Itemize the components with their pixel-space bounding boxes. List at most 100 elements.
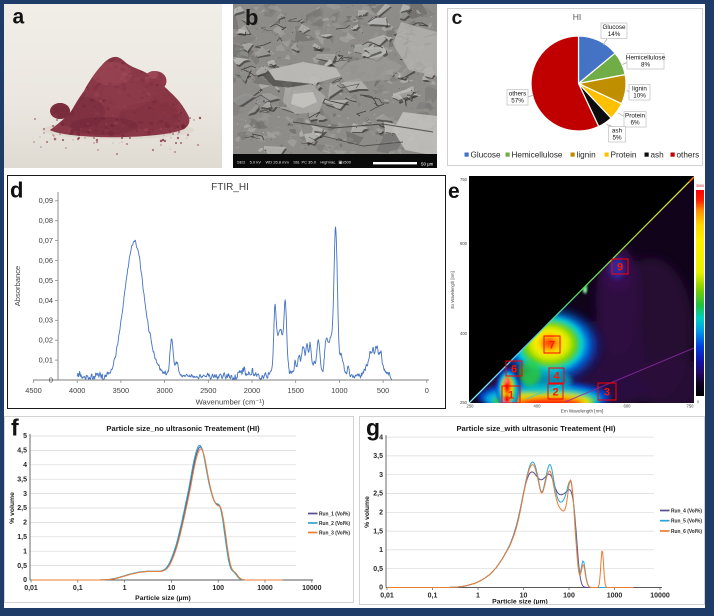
svg-text:400: 400 <box>534 404 542 409</box>
svg-text:Run_1 (Vol%): Run_1 (Vol%) <box>319 512 350 518</box>
svg-text:0,5: 0,5 <box>373 566 383 573</box>
svg-text:14%: 14% <box>608 31 621 38</box>
svg-text:0: 0 <box>49 375 53 384</box>
svg-text:Glucose: Glucose <box>602 24 626 31</box>
svg-text:0,1: 0,1 <box>73 585 83 592</box>
svg-text:250: 250 <box>460 400 468 405</box>
svg-text:10000: 10000 <box>302 585 322 592</box>
svg-text:3000: 3000 <box>696 184 704 188</box>
svg-text:a: a <box>13 6 25 29</box>
svg-text:400: 400 <box>460 331 468 336</box>
svg-text:2: 2 <box>379 510 383 517</box>
svg-text:lignin: lignin <box>577 150 597 159</box>
svg-text:2500: 2500 <box>200 386 216 395</box>
svg-text:7: 7 <box>549 340 555 352</box>
svg-text:Wavenumber (cm⁻¹): Wavenumber (cm⁻¹) <box>196 398 265 407</box>
svg-text:e: e <box>448 180 460 203</box>
svg-text:b: b <box>245 5 258 30</box>
svg-text:ash: ash <box>651 150 665 159</box>
svg-text:600: 600 <box>624 404 632 409</box>
svg-text:0,01: 0,01 <box>39 356 53 365</box>
svg-text:ash: ash <box>612 128 623 135</box>
svg-text:Run_3 (Vol%): Run_3 (Vol%) <box>319 531 350 537</box>
svg-text:9: 9 <box>617 262 623 274</box>
svg-text:% volume: % volume <box>364 496 371 528</box>
svg-text:4: 4 <box>23 462 27 469</box>
svg-text:10: 10 <box>168 585 176 592</box>
svg-text:Em Wavelength [nm]: Em Wavelength [nm] <box>561 409 603 414</box>
svg-text:2,5: 2,5 <box>17 505 27 512</box>
svg-text:3: 3 <box>604 387 610 399</box>
svg-text:1000: 1000 <box>607 593 623 600</box>
svg-text:0,05: 0,05 <box>39 276 53 285</box>
svg-text:0,07: 0,07 <box>39 236 53 245</box>
svg-text:4000: 4000 <box>69 386 85 395</box>
svg-text:lignin: lignin <box>632 86 647 93</box>
svg-text:750: 750 <box>687 404 695 409</box>
svg-text:3: 3 <box>23 491 27 498</box>
svg-text:0: 0 <box>379 585 383 592</box>
svg-text:4: 4 <box>553 371 560 383</box>
svg-text:Particle size_with ultrasonic: Particle size_with ultrasonic Treatement… <box>456 424 616 433</box>
svg-text:250: 250 <box>467 404 475 409</box>
svg-text:Run_4 (Vol%): Run_4 (Vol%) <box>671 509 702 515</box>
svg-text:100: 100 <box>212 585 224 592</box>
svg-text:6: 6 <box>511 364 517 376</box>
svg-text:Glucose: Glucose <box>471 150 501 159</box>
svg-text:1: 1 <box>123 585 127 592</box>
svg-text:0,5: 0,5 <box>17 563 27 570</box>
svg-text:10000: 10000 <box>650 593 670 600</box>
svg-text:0,02: 0,02 <box>39 336 53 345</box>
svg-text:% volume: % volume <box>9 492 16 524</box>
svg-text:57%: 57% <box>511 98 524 105</box>
svg-text:Protein: Protein <box>625 113 645 120</box>
svg-text:8%: 8% <box>641 62 651 69</box>
svg-text:HI: HI <box>573 12 582 22</box>
svg-text:0,1: 0,1 <box>428 593 438 600</box>
svg-text:2,5: 2,5 <box>373 491 383 498</box>
svg-text:1,5: 1,5 <box>373 528 383 535</box>
svg-text:0: 0 <box>697 400 699 404</box>
svg-text:Particle size (µm): Particle size (µm) <box>135 595 191 602</box>
svg-text:50 µm: 50 µm <box>421 162 434 167</box>
svg-text:100: 100 <box>563 593 575 600</box>
svg-text:FTIR_HI: FTIR_HI <box>211 182 249 193</box>
svg-text:Run_6 (Vol%): Run_6 (Vol%) <box>671 529 702 535</box>
svg-text:Protein: Protein <box>611 150 637 159</box>
svg-text:3,5: 3,5 <box>17 476 27 483</box>
svg-text:0,04: 0,04 <box>39 296 53 305</box>
svg-text:others: others <box>677 150 700 159</box>
svg-text:1,5: 1,5 <box>17 534 27 541</box>
svg-text:Hemicellulose: Hemicellulose <box>512 150 563 159</box>
svg-text:2: 2 <box>23 520 27 527</box>
svg-text:g: g <box>366 417 380 441</box>
svg-text:0,03: 0,03 <box>39 316 53 325</box>
svg-text:0,08: 0,08 <box>39 216 53 225</box>
svg-text:Particle size_no ultrasonic Tr: Particle size_no ultrasonic Treatement (… <box>106 424 260 433</box>
svg-text:0: 0 <box>425 386 429 395</box>
svg-text:1000: 1000 <box>257 585 273 592</box>
svg-text:Run_5 (Vol%): Run_5 (Vol%) <box>671 519 702 525</box>
svg-text:5%: 5% <box>612 135 622 142</box>
svg-text:2: 2 <box>552 387 558 399</box>
svg-text:1: 1 <box>379 547 383 554</box>
svg-text:f: f <box>11 417 19 441</box>
svg-text:5: 5 <box>23 433 27 440</box>
svg-text:3: 3 <box>379 472 383 479</box>
svg-text:others: others <box>509 91 527 98</box>
svg-text:Hemicellulose: Hemicellulose <box>626 55 666 62</box>
svg-text:SED 5.0 kV WD 26.8 mm: SED 5.0 kV WD 26.8 mm Std. PC 35.0 HighV… <box>237 160 352 165</box>
svg-text:Run_2 (Vol%): Run_2 (Vol%) <box>319 521 350 527</box>
svg-text:0,06: 0,06 <box>39 256 53 265</box>
svg-text:0,01: 0,01 <box>24 585 38 592</box>
svg-text:c: c <box>452 9 463 29</box>
svg-text:10%: 10% <box>633 93 646 100</box>
svg-text:1500: 1500 <box>287 386 303 395</box>
svg-text:1000: 1000 <box>331 386 347 395</box>
svg-text:10: 10 <box>520 593 528 600</box>
svg-text:Ex Wavelength [nm]: Ex Wavelength [nm] <box>450 271 455 308</box>
svg-text:3,5: 3,5 <box>373 453 383 460</box>
svg-text:3500: 3500 <box>113 386 129 395</box>
svg-text:d: d <box>10 178 23 203</box>
svg-text:4500: 4500 <box>25 386 41 395</box>
